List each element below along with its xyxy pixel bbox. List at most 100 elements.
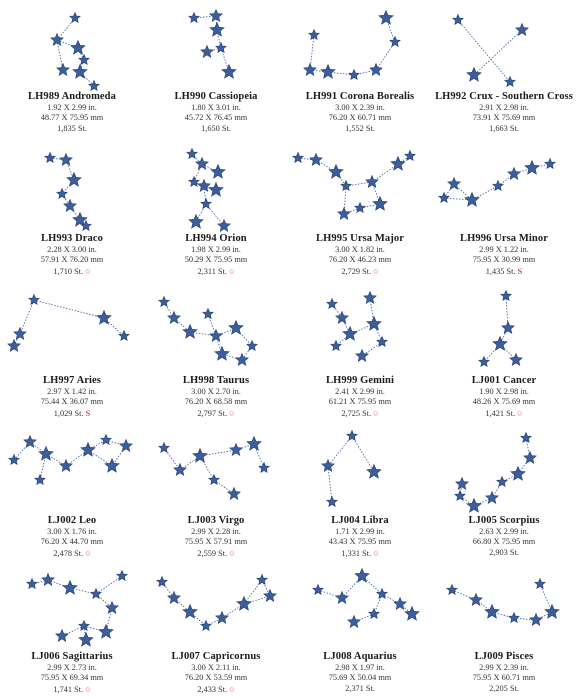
size-mm: 43.43 X 75.95 mm	[328, 537, 392, 546]
star-icon	[210, 163, 226, 179]
design-title: LH996 Ursa Minor	[460, 233, 548, 244]
design-card: LJ006 Sagittarius 2.99 X 2.73 in. 75.95 X …	[0, 560, 144, 699]
star-icon	[393, 596, 407, 610]
size-inches: 3.00 X 1.82 in.	[335, 244, 385, 254]
size-mm: 48.77 X 75.95 mm	[40, 113, 104, 122]
star-icon	[321, 458, 335, 472]
star-icon	[485, 490, 499, 504]
star-icon	[41, 572, 55, 586]
star-icon	[524, 159, 540, 175]
design-title: LH989 Andromeda	[28, 91, 116, 102]
constellation-link	[207, 313, 217, 337]
star-icon	[66, 171, 82, 187]
star-icon	[544, 157, 556, 170]
star-icon	[38, 445, 54, 461]
star-icon	[100, 433, 112, 446]
star-icon	[70, 39, 86, 55]
constellation-link	[95, 575, 123, 595]
star-icon	[56, 62, 70, 76]
size-mm: 75.95 X 30.99 mm	[472, 255, 536, 264]
star-icon	[446, 583, 458, 596]
star-icon	[80, 219, 92, 232]
design-info: LJ003 Virgo 2.99 X 2.28 in. 75.95 X 57.91 …	[144, 515, 288, 559]
star-icon	[158, 295, 170, 308]
star-icon	[515, 22, 529, 36]
stitch-count: 2,311 St. ○	[197, 265, 235, 276]
stitch-count: 1,663 St.	[489, 123, 519, 133]
star-icon	[520, 431, 532, 444]
star-icon	[292, 151, 304, 164]
stitch-count: 2,371 St.	[345, 683, 375, 693]
star-icon	[63, 198, 77, 212]
design-title: LJ008 Aquarius	[323, 651, 397, 662]
constellation-link	[56, 39, 64, 71]
design-title: LJ004 Libra	[331, 515, 389, 526]
constellation-link	[79, 59, 85, 73]
star-icon	[335, 590, 349, 604]
design-card: LJ002 Leo 3.00 X 1.76 in. 76.20 X 44.70 mm…	[0, 424, 144, 563]
star-icon	[215, 610, 229, 624]
circle-mark-icon: ○	[85, 683, 91, 694]
design-card: LH997 Aries 2.97 X 1.42 in. 75.44 X 36.07 …	[0, 284, 144, 423]
star-icon	[469, 592, 483, 606]
design-card: LJ007 Capricornus 3.00 X 2.11 in. 76.20 X …	[144, 560, 288, 699]
star-icon	[69, 11, 81, 24]
design-info: LJ001 Cancer 1.90 X 2.98 in. 48.26 X 75.69…	[432, 375, 576, 419]
star-icon	[55, 628, 69, 642]
constellation-figure	[446, 577, 560, 626]
constellation-link	[105, 439, 127, 447]
size-mm: 76.20 X 60.71 mm	[328, 113, 392, 122]
star-icon	[308, 28, 320, 41]
star-icon	[500, 289, 512, 302]
star-icon	[78, 619, 90, 632]
star-icon	[368, 607, 380, 620]
design-title: LH992 Crux - Southern Cross	[435, 91, 573, 102]
star-icon	[366, 463, 382, 479]
size-inches: 1.98 X 2.99 in.	[191, 244, 241, 254]
star-icon	[509, 352, 523, 366]
design-info: LJ005 Scorpius 2.63 X 2.99 in. 66.80 X 75.…	[432, 515, 576, 558]
size-inches: 3.00 X 2.70 in.	[191, 386, 241, 396]
constellation-link	[471, 185, 499, 201]
star-icon	[188, 175, 200, 188]
star-icon	[72, 211, 88, 227]
constellation-figure	[26, 569, 128, 647]
stitch-count: 2,797 St. ○	[197, 407, 235, 418]
constellation-link	[457, 19, 511, 83]
star-icon	[378, 9, 394, 25]
star-icon	[365, 174, 379, 188]
constellation-link	[87, 449, 113, 467]
size-mm: 75.69 X 50.04 mm	[328, 673, 392, 682]
star-icon	[455, 476, 469, 490]
star-icon	[330, 339, 342, 352]
constellation-link	[13, 441, 31, 461]
star-icon	[504, 75, 516, 88]
star-icon	[534, 577, 546, 590]
design-card: LH993 Draco 2.28 X 3.00 in. 57.91 X 76.20 …	[0, 142, 144, 281]
size-inches: 2.99 X 1.22 in.	[479, 244, 529, 254]
star-icon	[209, 21, 225, 37]
constellation-link	[105, 607, 113, 633]
design-card: LH999 Gemini 2.41 X 2.99 in. 61.21 X 75.95…	[288, 284, 432, 423]
star-icon	[34, 473, 46, 486]
star-icon	[167, 590, 181, 604]
design-card: LH991 Corona Borealis 3.00 X 2.39 in. 76.2…	[288, 0, 432, 139]
star-icon	[478, 355, 490, 368]
star-icon	[105, 600, 119, 614]
star-icon	[523, 450, 537, 464]
star-icon	[13, 326, 27, 340]
design-card: LH989 Andromeda 1.92 X 2.99 in. 48.77 X 75…	[0, 0, 144, 139]
star-icon	[200, 619, 212, 632]
star-icon	[354, 567, 370, 583]
star-icon	[340, 179, 352, 192]
design-info: LH994 Orion 1.98 X 2.99 in. 50.29 X 75.95 …	[144, 233, 288, 277]
star-icon	[376, 335, 388, 348]
size-mm: 76.20 X 46.23 mm	[328, 255, 392, 264]
design-title: LH993 Draco	[40, 233, 104, 244]
star-icon	[258, 461, 270, 474]
size-mm: 75.44 X 36.07 mm	[40, 397, 104, 406]
size-inches: 2.63 X 2.99 in.	[479, 526, 529, 536]
star-icon	[466, 66, 482, 82]
size-inches: 3.00 X 2.39 in.	[335, 102, 385, 112]
